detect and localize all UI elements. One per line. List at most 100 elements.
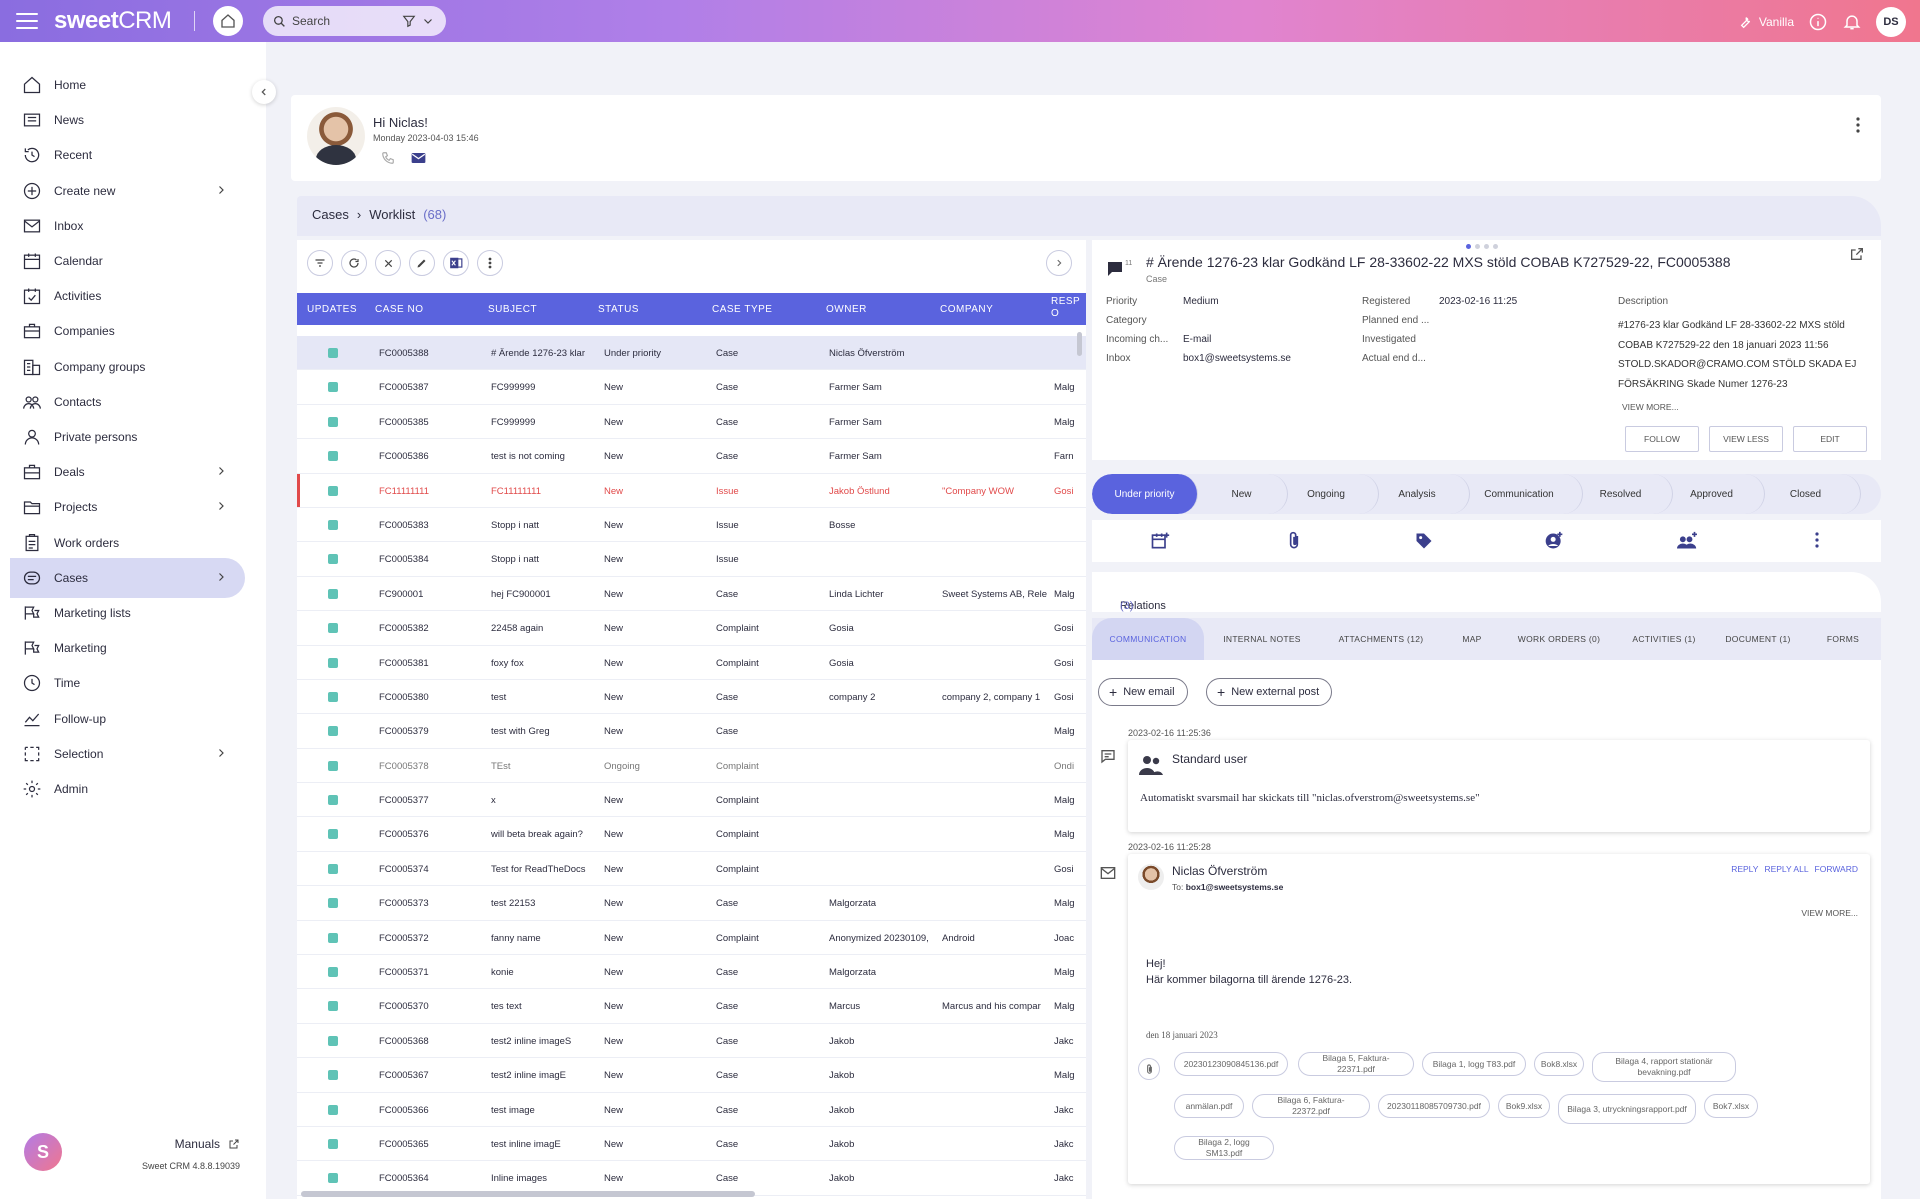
sidebar-item-calendar[interactable]: Calendar — [10, 241, 245, 281]
add-calendar-icon[interactable] — [1150, 531, 1170, 551]
sidebar-item-companies[interactable]: Companies — [10, 311, 245, 351]
view-less-button[interactable]: VIEW LESS — [1709, 426, 1783, 452]
table-row[interactable]: FC0005387 FC999999 New Case Farmer Sam Malg — [297, 370, 1086, 405]
table-row[interactable]: FC0005383 Stopp i natt New Issue Bosse — [297, 508, 1086, 543]
tab-communication[interactable]: COMMUNICATION — [1092, 618, 1204, 660]
attachment-chip[interactable]: Bilaga 1, logg T83.pdf — [1422, 1052, 1526, 1076]
bell-icon[interactable] — [1842, 12, 1862, 32]
stage-new[interactable]: New — [1196, 474, 1288, 514]
reply-all-link[interactable]: REPLY ALL — [1764, 864, 1809, 874]
breadcrumb-root[interactable]: Cases — [312, 207, 349, 222]
search-input[interactable] — [292, 14, 402, 28]
sidebar-item-company-groups[interactable]: Company groups — [10, 347, 245, 387]
sidebar-item-deals[interactable]: Deals — [10, 452, 245, 492]
sidebar-item-home[interactable]: Home — [10, 65, 245, 105]
app-logo[interactable]: sweetCRM — [54, 7, 172, 34]
stage-resolved[interactable]: Resolved — [1569, 474, 1673, 514]
sidebar-item-create-new[interactable]: Create new — [10, 171, 245, 211]
horizontal-scrollbar[interactable] — [301, 1191, 755, 1197]
table-row[interactable]: FC0005386 test is not coming New Case Farmer… — [297, 439, 1086, 474]
refresh-button[interactable] — [341, 250, 367, 276]
stage-analysis[interactable]: Analysis — [1365, 474, 1470, 514]
table-row[interactable]: FC0005371 konie New Case Malgorzata Malg — [297, 955, 1086, 990]
user-menu[interactable]: Vanilla — [1737, 14, 1794, 30]
table-row[interactable]: FC0005385 FC999999 New Case Farmer Sam Malg — [297, 405, 1086, 440]
collapse-sidebar-button[interactable] — [252, 80, 276, 104]
column-header-updates[interactable]: UPDATES — [307, 304, 357, 315]
more-vertical-icon[interactable] — [1855, 117, 1861, 133]
follow-button[interactable]: FOLLOW — [1625, 426, 1699, 452]
sidebar-item-selection[interactable]: Selection — [10, 734, 245, 774]
sidebar-item-projects[interactable]: Projects — [10, 487, 245, 527]
info-icon[interactable] — [1808, 12, 1828, 32]
table-row[interactable]: FC0005384 Stopp i natt New Issue — [297, 542, 1086, 577]
tab-internal-notes[interactable]: INTERNAL NOTES — [1223, 634, 1301, 644]
table-row[interactable]: FC0005370 tes text New Case Marcus Marcus and… — [297, 989, 1086, 1024]
attachment-chip[interactable]: Bok7.xlsx — [1704, 1094, 1758, 1118]
tab-document[interactable]: DOCUMENT (1) — [1725, 634, 1791, 644]
table-row[interactable]: FC0005366 test image New Case Jakob Jakc — [297, 1093, 1086, 1127]
more-vertical-icon[interactable] — [1814, 531, 1820, 549]
new-external-post-button[interactable]: + New external post — [1206, 678, 1333, 706]
phone-icon[interactable] — [381, 151, 395, 165]
view-more-link[interactable]: VIEW MORE... — [1801, 908, 1858, 918]
table-row[interactable]: FC0005379 test with Greg New Case Malg — [297, 714, 1086, 749]
attachment-chip[interactable]: Bilaga 2, logg SM13.pdf — [1174, 1136, 1274, 1160]
carousel-dots[interactable] — [1466, 244, 1498, 249]
reply-link[interactable]: REPLY — [1731, 864, 1759, 874]
attachment-chip[interactable]: Bok9.xlsx — [1498, 1094, 1550, 1118]
table-row[interactable]: FC0005382 22458 again New Complaint Gosia Gos… — [297, 611, 1086, 646]
edit-case-button[interactable]: EDIT — [1793, 426, 1867, 452]
vertical-scrollbar[interactable] — [1077, 332, 1082, 356]
table-row[interactable]: FC0005373 test 22153 New Case Malgorzata Malg — [297, 886, 1086, 921]
table-row[interactable]: FC0005376 will beta break again? New Compla… — [297, 817, 1086, 852]
sidebar-item-activities[interactable]: Activities — [10, 276, 245, 316]
sidebar-item-contacts[interactable]: Contacts — [10, 382, 245, 422]
table-row[interactable]: FC0005368 test2 inline imageS New Case Jakob… — [297, 1024, 1086, 1059]
paperclip-icon[interactable] — [1284, 531, 1304, 551]
tab-map[interactable]: MAP — [1462, 634, 1482, 644]
table-row[interactable]: FC0005374 Test for ReadTheDocs New Complain… — [297, 852, 1086, 887]
stage-approved[interactable]: Approved — [1659, 474, 1765, 514]
user-avatar[interactable]: DS — [1876, 7, 1906, 37]
stage-ongoing[interactable]: Ongoing — [1274, 474, 1379, 514]
table-row[interactable]: FC0005378 TEst Ongoing Complaint Ondi — [297, 749, 1086, 784]
table-row[interactable]: FC0005388 # Ärende 1276-23 klar Under prio… — [297, 336, 1086, 371]
clear-button[interactable] — [375, 250, 401, 276]
forward-link[interactable]: FORWARD — [1814, 864, 1858, 874]
attachment-chip[interactable]: Bok8.xlsx — [1534, 1052, 1584, 1076]
sidebar-item-news[interactable]: News — [10, 100, 245, 140]
table-row[interactable]: FC11111111 FC11111111 New Issue Jakob Östlun… — [297, 473, 1086, 508]
attachments-toggle[interactable] — [1138, 1058, 1160, 1080]
attachment-chip[interactable]: anmälan.pdf — [1174, 1094, 1244, 1118]
filter-icon[interactable] — [402, 14, 416, 28]
email-message-card[interactable]: Niclas Öfverström To: box1@sweetsystems.… — [1128, 854, 1870, 1184]
attachment-chip[interactable]: Bilaga 5, Faktura-22371.pdf — [1298, 1052, 1414, 1076]
column-header-resp-o[interactable]: RESP O — [1051, 296, 1081, 319]
new-email-button[interactable]: + New email — [1098, 678, 1188, 706]
tag-icon[interactable] — [1414, 531, 1434, 551]
column-header-case-type[interactable]: CASE TYPE — [712, 304, 773, 315]
menu-icon[interactable] — [16, 13, 38, 29]
home-button[interactable] — [213, 6, 243, 36]
table-row[interactable]: FC0005372 fanny name New Complaint Anonymize… — [297, 921, 1086, 956]
sidebar-item-inbox[interactable]: Inbox — [10, 206, 245, 246]
sidebar-item-time[interactable]: Time — [10, 663, 245, 703]
edit-button[interactable] — [409, 250, 435, 276]
column-header-subject[interactable]: SUBJECT — [488, 304, 538, 315]
sidebar-item-recent[interactable]: Recent — [10, 135, 245, 175]
attachment-chip[interactable]: Bilaga 4, rapport stationär bevakning.pd… — [1592, 1052, 1736, 1082]
mail-icon[interactable] — [411, 151, 426, 165]
open-external-icon[interactable] — [1849, 246, 1865, 262]
column-header-status[interactable]: STATUS — [598, 304, 639, 315]
stage-communication[interactable]: Communication — [1456, 474, 1583, 514]
attachment-chip[interactable]: Bilaga 3, utryckningsrapport.pdf — [1558, 1094, 1696, 1124]
sweet-logo[interactable]: S — [24, 1133, 62, 1171]
table-row[interactable]: FC0005365 test inline imagE New Case Jakob Ja… — [297, 1127, 1086, 1162]
sidebar-item-marketing-lists[interactable]: Marketing lists — [10, 593, 245, 633]
message-card[interactable]: Standard user Automatiskt svarsmail har … — [1128, 740, 1870, 832]
next-button[interactable] — [1046, 250, 1072, 276]
stage-under-priority[interactable]: Under priority — [1092, 474, 1198, 514]
tab-activities[interactable]: ACTIVITIES (1) — [1632, 634, 1696, 644]
search-bar[interactable] — [263, 6, 446, 36]
